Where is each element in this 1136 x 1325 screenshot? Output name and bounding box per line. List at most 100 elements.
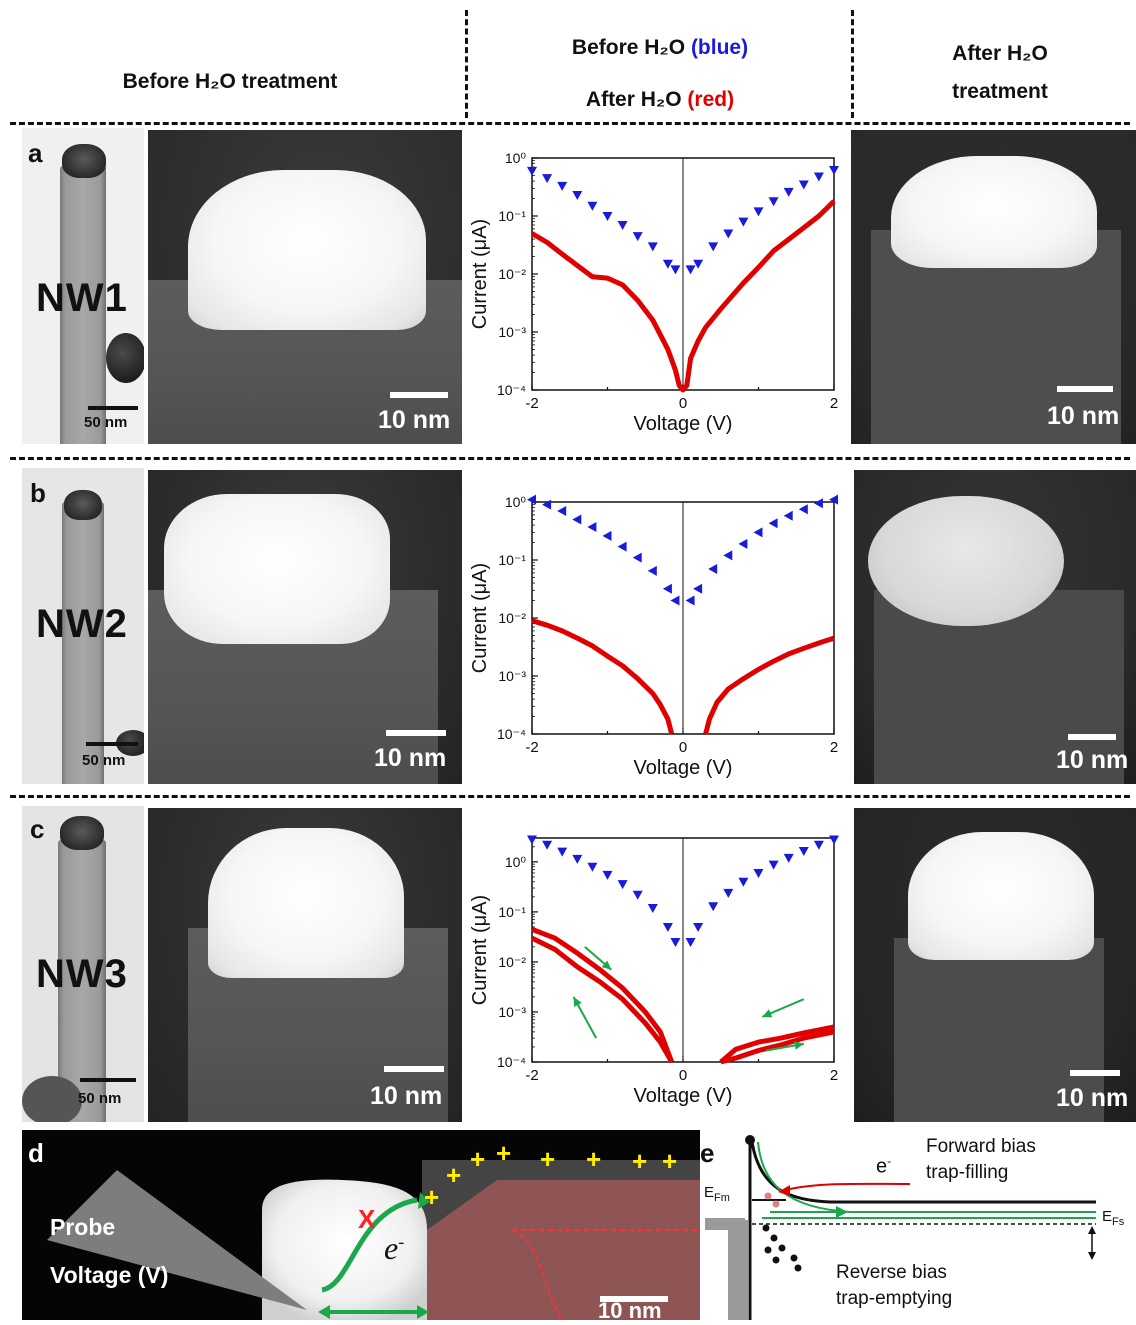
efm-subscript: Fm [714, 1192, 730, 1204]
scale-label: 50 nm [84, 414, 128, 431]
data-point [572, 191, 583, 201]
header-divider-right [851, 10, 854, 118]
data-point [685, 595, 695, 606]
data-point [670, 938, 681, 948]
data-point [685, 938, 696, 948]
scale-label: 10 nm [1047, 402, 1120, 430]
data-point [632, 232, 643, 242]
data-point [587, 201, 598, 211]
trapped-charge [764, 1246, 772, 1254]
y-tick-label: 10⁻² [498, 266, 526, 282]
iv-chart-nw3: 10⁻⁴ 10⁻³ 10⁻² 10⁻¹ 10⁰ -2 0 2 Voltage (V) Curren… [469, 835, 839, 1107]
series-line [530, 935, 674, 1064]
y-tick-label: 10⁰ [505, 854, 527, 870]
scale-label: 10 nm [1056, 1084, 1129, 1112]
data-point [587, 522, 597, 533]
efs-symbol: E [1102, 1208, 1113, 1225]
filled-trap [764, 1192, 772, 1200]
probe-label: Probe [50, 1214, 116, 1240]
data-point [602, 530, 612, 541]
nanowire-body [894, 938, 1104, 1122]
series-line [719, 1024, 835, 1064]
data-point [527, 494, 536, 505]
header-after-line2: treatment [952, 80, 1048, 103]
header-middle-red: (red) [687, 88, 735, 111]
header-before: Before H₂O treatment [122, 70, 338, 93]
y-tick-label: 10⁻³ [498, 668, 526, 684]
x-tick-label: 0 [679, 395, 687, 412]
scale-label: 50 nm [78, 1090, 122, 1107]
data-point [723, 550, 733, 561]
data-point [670, 595, 680, 606]
panel-letter-e: e [700, 1138, 715, 1168]
data-point [647, 565, 657, 576]
plus-charge: + [496, 1138, 512, 1168]
x-axis-label: Voltage (V) [634, 413, 733, 435]
nanowire-rod [62, 502, 104, 784]
y-tick-label: 10⁻² [498, 610, 526, 626]
scale-bar [1057, 386, 1113, 392]
gold-particle [164, 494, 390, 644]
y-tick-label: 10⁻¹ [498, 208, 526, 224]
data-point [632, 890, 643, 900]
data-point [617, 880, 628, 890]
data-point [753, 868, 764, 878]
tem-before-nw1: 10 nm [148, 130, 462, 444]
conduction-band [750, 1141, 1096, 1204]
gold-particle [891, 156, 1097, 268]
metal-block-top [705, 1218, 745, 1230]
electron-label: e- [384, 1230, 404, 1267]
data-point [813, 172, 824, 182]
data-point [617, 541, 627, 552]
y-tick-label: 10⁰ [505, 494, 527, 510]
panel-letter-c: c [30, 814, 45, 844]
scale-bar [80, 1078, 136, 1082]
y-axis-label: Current (μA) [469, 219, 491, 329]
y-tick-label: 10⁻¹ [498, 904, 526, 920]
data-point [647, 903, 658, 913]
electron-path [321, 1197, 418, 1293]
bias-arrow-down [1088, 1252, 1096, 1260]
nanowire-label: NW3 [36, 952, 128, 996]
data-point [753, 207, 764, 217]
catalyst-particle [62, 144, 106, 178]
data-point [587, 862, 598, 872]
plus-charge: + [662, 1146, 678, 1176]
data-point [693, 922, 704, 932]
x-tick-label: 2 [830, 1067, 838, 1084]
efs-label: EFs [1102, 1208, 1124, 1228]
plus-charge: + [470, 1144, 486, 1174]
forward-bias-line1: Forward bias [926, 1136, 1036, 1157]
data-point [783, 853, 794, 863]
metal-block [728, 1220, 748, 1320]
row-divider-3 [10, 795, 1130, 798]
electron-label-e: e- [876, 1154, 891, 1179]
trapped-charge [778, 1244, 786, 1252]
reverse-arrowhead [836, 1206, 848, 1218]
panel-d-schematic: d Probe Voltage (V) X e- + + + + + + + +… [22, 1130, 700, 1320]
header-after-line1: After H₂O [952, 42, 1048, 65]
data-point [829, 166, 839, 176]
header-middle-line1: Before H₂O (blue) [470, 36, 850, 60]
x-tick-label: 0 [679, 1067, 687, 1084]
data-point [572, 854, 583, 864]
direction-arrowhead [762, 1009, 773, 1018]
plus-charge: + [446, 1160, 462, 1190]
forward-arrowhead [778, 1185, 790, 1196]
probe-tip [47, 1170, 307, 1310]
forward-arrow-path [784, 1182, 911, 1191]
data-point [527, 835, 537, 845]
electron-arrowhead [418, 1192, 430, 1209]
scale-label: 10 nm [378, 406, 451, 434]
panel-e-band-diagram: e Forward bias trap-filling Reverse bias… [700, 1130, 1136, 1320]
header-middle-line2: After H₂O (red) [470, 88, 850, 112]
header-middle-after: After H₂O [585, 88, 682, 111]
scale-bar [390, 392, 448, 398]
data-point [662, 583, 672, 594]
blocked-x-mark: X [358, 1204, 376, 1234]
x-tick-label: -2 [525, 395, 538, 412]
direction-arrowhead [601, 960, 612, 970]
data-point [572, 514, 582, 525]
series-line [720, 1029, 835, 1065]
series-line [531, 926, 675, 1063]
